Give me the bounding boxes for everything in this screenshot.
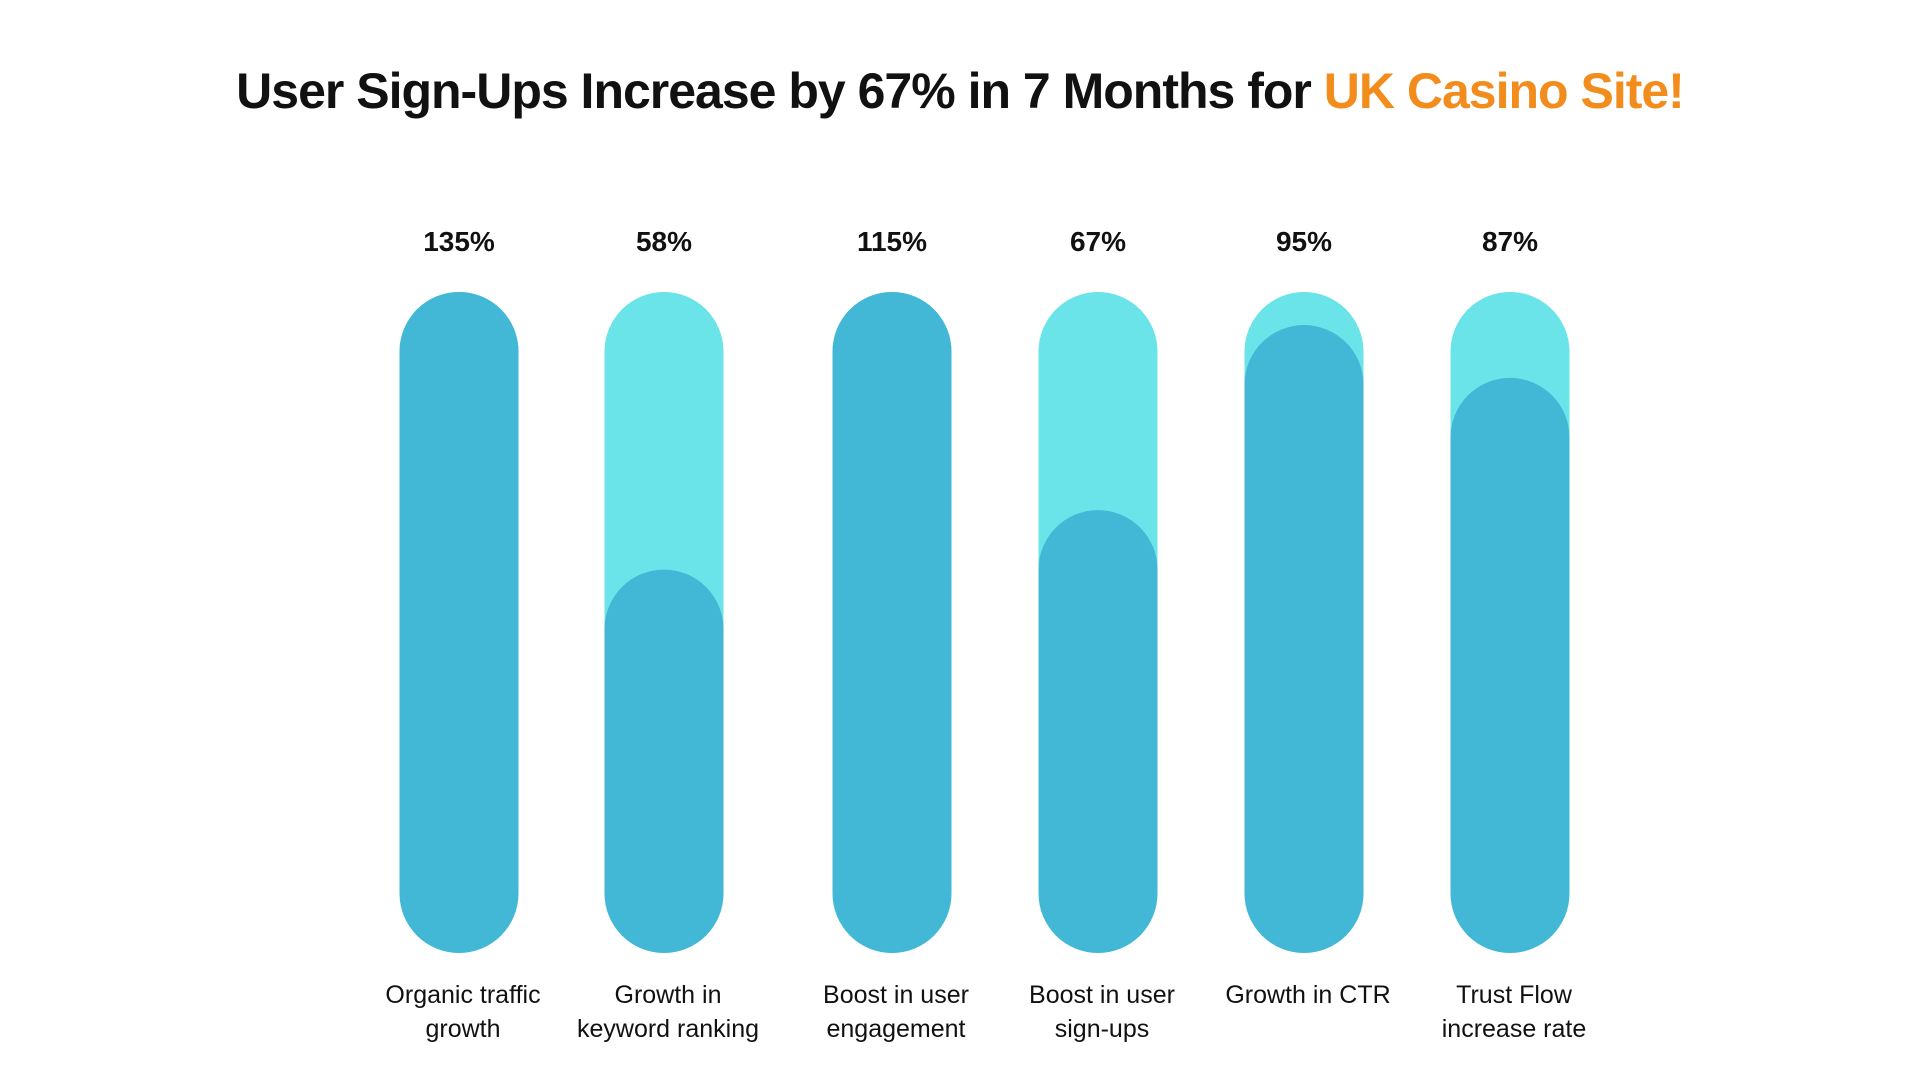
bar bbox=[832, 292, 952, 953]
x-tick-label: Boost in user engagement bbox=[823, 981, 969, 1043]
value-label: 135% bbox=[423, 226, 495, 257]
bar bbox=[1244, 325, 1364, 953]
value-label: 115% bbox=[856, 226, 928, 257]
x-tick-label: Growth in keyword ranking bbox=[576, 981, 760, 1043]
bar bbox=[604, 569, 724, 953]
x-tick-label: Growth in CTR bbox=[1225, 981, 1391, 1009]
title-highlight: UK Casino Site! bbox=[1323, 63, 1685, 119]
value-label: 67% bbox=[1069, 226, 1127, 257]
value-label: 95% bbox=[1275, 226, 1333, 257]
x-tick-label: Boost in user sign-ups bbox=[1029, 981, 1175, 1043]
chart-title: User Sign-Ups Increase by 67% in 7 Month… bbox=[0, 62, 1920, 120]
value-label: 58% bbox=[635, 226, 693, 257]
bar bbox=[399, 292, 519, 953]
bar bbox=[1450, 377, 1570, 953]
value-label: 87% bbox=[1481, 226, 1539, 257]
title-text: User Sign-Ups Increase by 67% in 7 Month… bbox=[236, 63, 1324, 119]
x-tick-label: Organic traffic growth bbox=[385, 981, 541, 1043]
x-tick-label: Trust Flow increase rate bbox=[1441, 981, 1587, 1043]
bar bbox=[1038, 510, 1158, 953]
